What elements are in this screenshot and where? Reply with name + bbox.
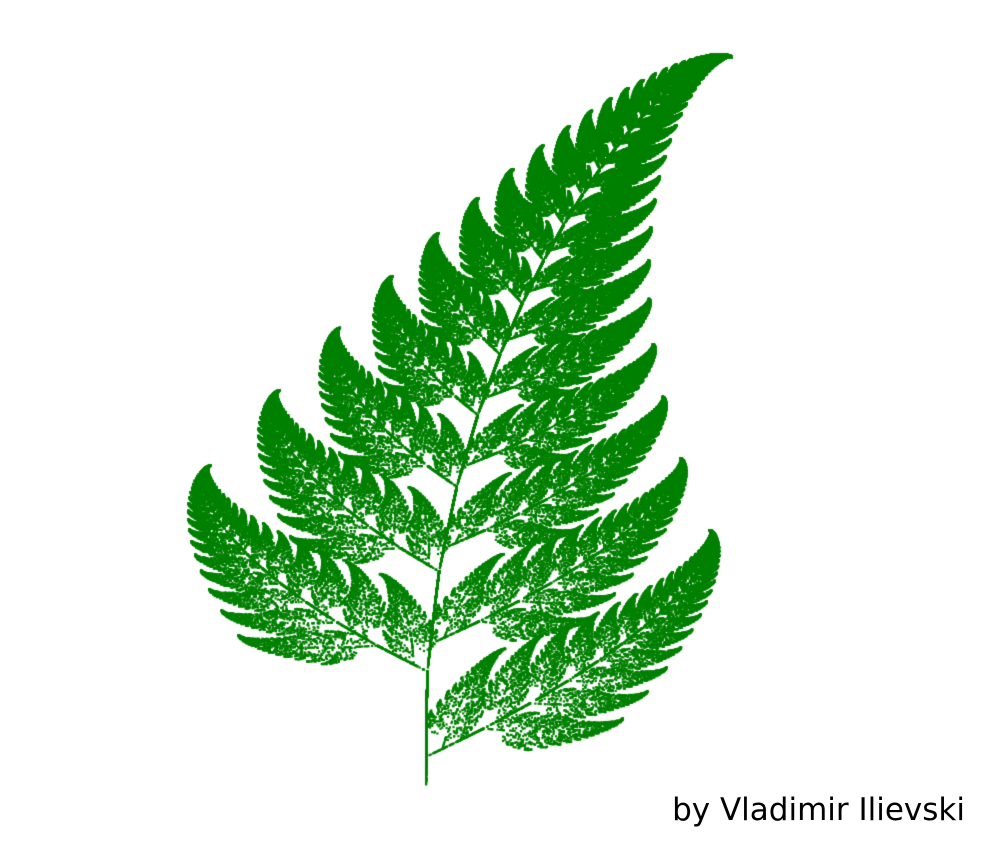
author-credit: by Vladimir Ilievski bbox=[672, 792, 965, 828]
